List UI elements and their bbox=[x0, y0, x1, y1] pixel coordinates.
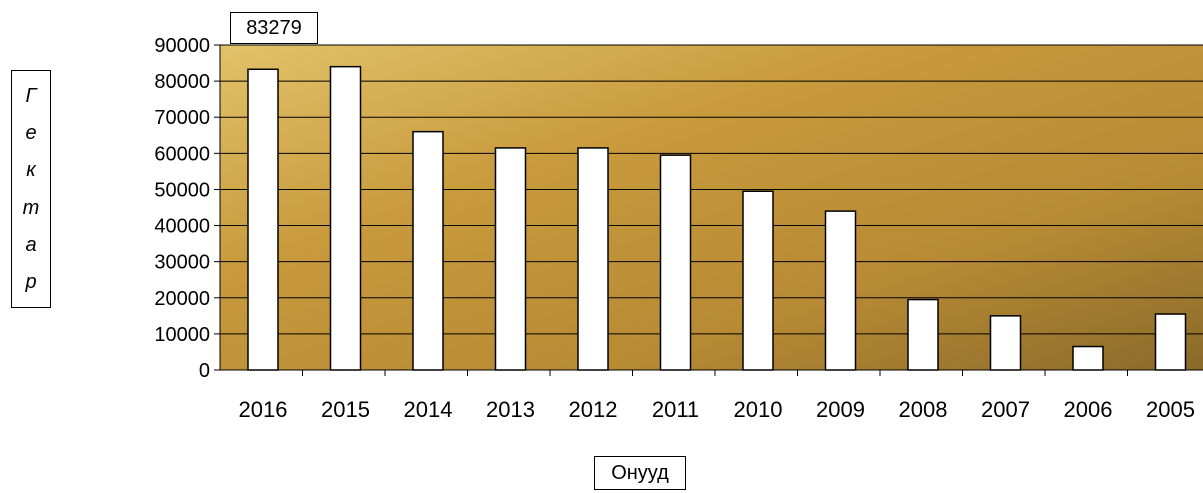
y-tick-label: 50000 bbox=[154, 179, 210, 201]
bars bbox=[247, 65, 1187, 371]
y-axis-title-letter: т bbox=[22, 196, 40, 219]
x-tick-label: 2011 bbox=[652, 397, 699, 422]
x-tick-label: 2016 bbox=[239, 397, 288, 422]
y-axis-title-letter: Г bbox=[25, 84, 37, 107]
bar bbox=[247, 68, 279, 371]
y-tick-label: 90000 bbox=[154, 35, 210, 57]
data-label-callout: 83279 bbox=[230, 12, 318, 44]
y-tick-label: 10000 bbox=[154, 324, 210, 346]
x-tick-label: 2015 bbox=[321, 397, 370, 422]
bar bbox=[329, 65, 362, 371]
x-tick-label: 2007 bbox=[981, 397, 1030, 422]
bar bbox=[1154, 313, 1187, 371]
x-tick-label: 2005 bbox=[1146, 397, 1195, 422]
y-tick-label: 20000 bbox=[154, 288, 210, 310]
bar bbox=[824, 210, 857, 371]
bar bbox=[907, 298, 939, 371]
x-tick-label: 2013 bbox=[486, 397, 535, 422]
x-tick-label: 2012 bbox=[569, 397, 618, 422]
y-axis-title-letter: а bbox=[25, 233, 37, 256]
bar bbox=[577, 147, 609, 371]
y-tick-label: 40000 bbox=[154, 216, 210, 238]
y-tick-label: 70000 bbox=[154, 107, 210, 129]
bar bbox=[1072, 345, 1104, 371]
y-tick-label: 30000 bbox=[154, 252, 210, 274]
bar bbox=[494, 147, 527, 371]
gridlines bbox=[220, 44, 1203, 335]
y-tick-label: 60000 bbox=[154, 143, 210, 165]
x-axis-title: Онууд bbox=[594, 456, 686, 490]
y-tick-label: 80000 bbox=[154, 71, 210, 93]
bar bbox=[412, 130, 444, 371]
x-tick-label: 2006 bbox=[1064, 397, 1113, 422]
x-tick-label: 2014 bbox=[404, 397, 453, 422]
y-tick-labels: 0 10000 20000 30000 40000 50000 60000 70000 8000… bbox=[154, 35, 220, 382]
y-tick-label: 0 bbox=[199, 360, 210, 382]
bar bbox=[659, 154, 692, 371]
x-tick-label: 2009 bbox=[816, 397, 865, 422]
bar bbox=[742, 190, 774, 371]
plot-background bbox=[220, 45, 1203, 370]
y-axis-title-letter: р bbox=[25, 271, 37, 294]
y-axis-title: Г е к т а р bbox=[11, 70, 51, 308]
x-tick-label: 2010 bbox=[734, 397, 783, 422]
x-tick-labels: 2016 2015 2014 2013 2012 2011 2010 2009 2008 2007… bbox=[239, 370, 1195, 422]
x-tick-label: 2008 bbox=[899, 397, 948, 422]
bar bbox=[989, 315, 1022, 371]
y-axis-title-letter: к bbox=[26, 159, 36, 182]
y-axis-title-letter: е bbox=[25, 121, 37, 144]
